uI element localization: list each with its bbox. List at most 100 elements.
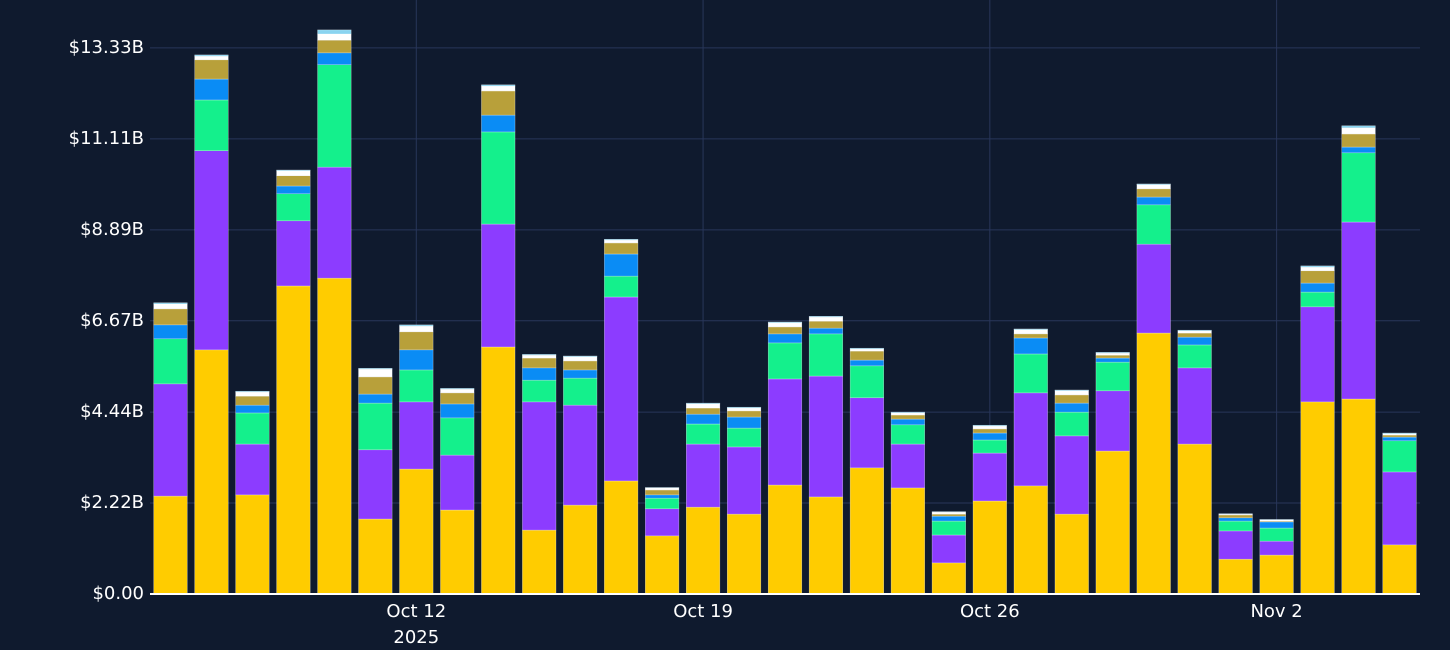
y-tick-label: $6.67B: [80, 310, 144, 331]
bar-segment: [1054, 513, 1089, 595]
bar-segment: [1136, 183, 1171, 186]
bar-segment: [890, 414, 925, 420]
bar-segment: [235, 443, 270, 496]
bar-segment: [194, 99, 229, 152]
bar-segment: [1259, 527, 1294, 542]
bar-segment: [1300, 306, 1335, 403]
x-tick-label: Oct 26: [960, 601, 1020, 622]
bar-segment: [440, 454, 475, 511]
bar-segment: [276, 169, 311, 172]
bar-segment: [1341, 125, 1376, 129]
bar-segment: [767, 326, 803, 335]
bar-segment: [194, 59, 229, 80]
bar-segment: [890, 424, 925, 445]
bar-segment: [235, 494, 270, 595]
bar-segment: [726, 416, 762, 429]
bar-segment: [1382, 432, 1417, 435]
bar-segment: [604, 238, 639, 241]
bar-segment: [358, 402, 393, 451]
bar-segment: [194, 78, 229, 101]
bar-segment: [808, 327, 844, 335]
bar-segment: [686, 403, 721, 409]
bar-segment: [1300, 266, 1335, 272]
bar-segment: [481, 346, 516, 595]
bar-segment: [1218, 530, 1253, 560]
bar-segment: [1054, 411, 1089, 437]
bar-segment: [808, 496, 844, 595]
bar-segment: [522, 354, 557, 356]
bar-segment: [1095, 352, 1130, 356]
bar-segment: [1300, 270, 1335, 284]
bar-segment: [358, 368, 393, 378]
bar-segment: [686, 506, 721, 595]
bar-segment: [1177, 336, 1212, 346]
x-year-label: 2025: [393, 627, 439, 648]
bar-segment: [153, 324, 188, 340]
y-tick-label: $2.22B: [80, 492, 144, 513]
bar-segment: [604, 253, 639, 277]
bar-segment: [645, 535, 680, 595]
bar-segment: [808, 375, 844, 498]
bar-segment: [604, 275, 639, 298]
y-tick-label: $13.33B: [69, 37, 144, 58]
bar-segment: [399, 369, 434, 403]
bar-segment: [1013, 392, 1048, 487]
bar-segment: [931, 515, 966, 522]
bar-segment: [1259, 540, 1294, 556]
bar-segment: [604, 242, 639, 255]
bar-segment: [849, 359, 884, 367]
x-tick-label: Oct 19: [673, 601, 733, 622]
bar-segment: [645, 487, 680, 491]
bar-segment: [481, 84, 516, 87]
bar-segment: [1218, 517, 1253, 522]
bar-segment: [1382, 440, 1417, 473]
bar-segment: [1341, 127, 1376, 135]
bar-segment: [767, 321, 803, 324]
bar-segment: [726, 407, 762, 412]
bar-segment: [563, 504, 598, 595]
bar-segment: [767, 484, 803, 595]
bar-segment: [317, 39, 352, 54]
bar-segment: [931, 562, 966, 595]
bar-segment: [563, 360, 598, 371]
bar-segment: [808, 333, 844, 377]
bar-segment: [1054, 402, 1089, 413]
bar-segment: [1054, 435, 1089, 515]
bar-segment: [1341, 133, 1376, 148]
bar-segment: [726, 427, 762, 448]
bar-segment: [358, 368, 393, 370]
bar-segment: [972, 425, 1007, 430]
bar-segment: [153, 303, 188, 310]
bar-segment: [1177, 329, 1212, 332]
bar-segment: [686, 443, 721, 508]
bar-segment: [235, 404, 270, 414]
bar-segment: [1300, 291, 1335, 308]
bar-segment: [849, 467, 884, 595]
bar-segment: [849, 397, 884, 469]
bar-segment: [726, 406, 762, 409]
bar-segment: [1341, 152, 1376, 223]
x-tick-label: Oct 12: [386, 601, 446, 622]
bar-segment: [153, 383, 188, 497]
bar-segment: [1177, 367, 1212, 445]
bar-segment: [358, 449, 393, 520]
bar-segment: [1218, 558, 1253, 595]
bar-segment: [604, 480, 639, 595]
bar-segment: [317, 52, 352, 65]
bar-segment: [1177, 344, 1212, 369]
bar-segment: [1013, 485, 1048, 595]
bar-segment: [563, 377, 598, 406]
bar-segment: [808, 316, 844, 322]
bar-segment: [1095, 450, 1130, 595]
bar-segment: [358, 376, 393, 395]
bar-segment: [1136, 243, 1171, 334]
y-tick-label: $8.89B: [80, 219, 144, 240]
bar-segment: [1382, 436, 1417, 442]
bar-segment: [1300, 265, 1335, 268]
bar-segment: [604, 296, 639, 482]
bar-segment: [726, 446, 762, 515]
bar-segment: [235, 390, 270, 393]
bar-segment: [399, 349, 434, 371]
bar-segment: [276, 220, 311, 287]
bar-segment: [1054, 390, 1089, 396]
